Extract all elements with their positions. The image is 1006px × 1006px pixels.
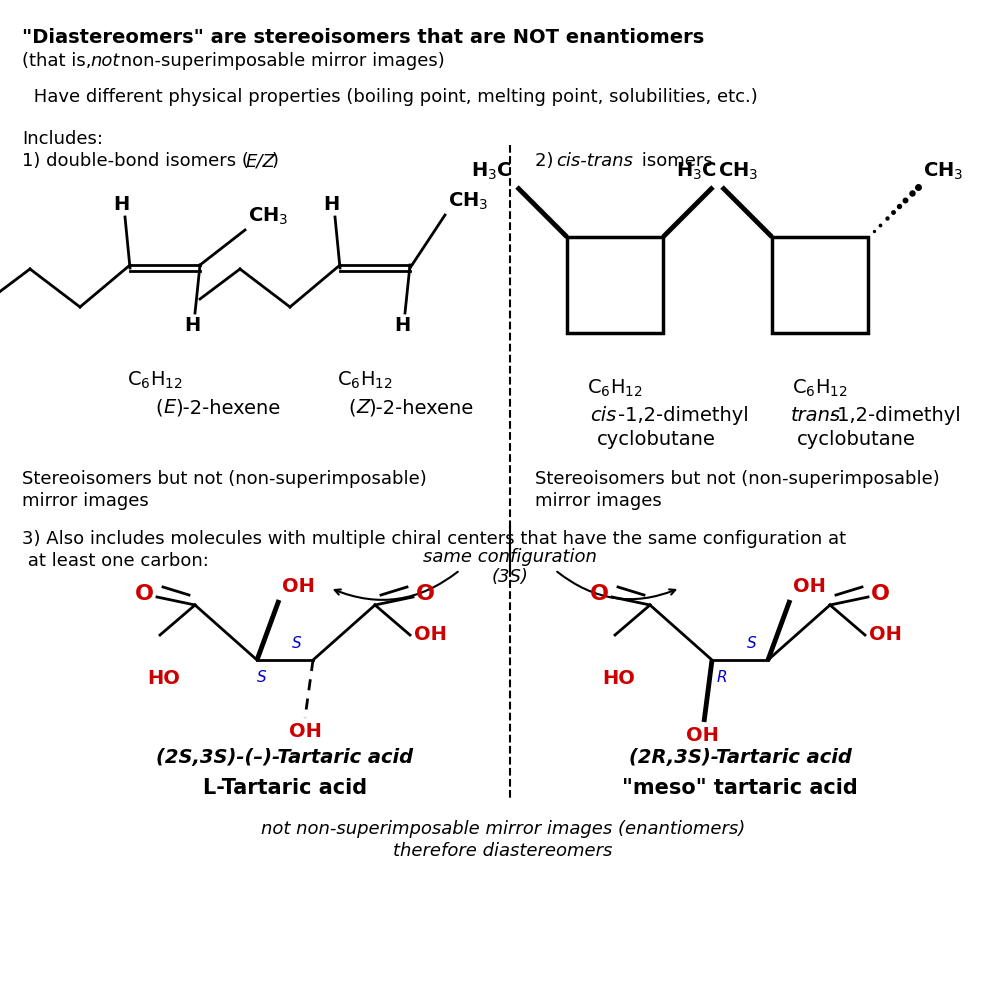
Text: cyclobutane: cyclobutane: [597, 430, 716, 449]
Text: E/Z: E/Z: [246, 152, 276, 170]
Text: ): ): [272, 152, 279, 170]
Text: "meso" tartaric acid: "meso" tartaric acid: [622, 778, 858, 798]
Text: H$_3$C: H$_3$C: [676, 161, 717, 182]
Text: (3S): (3S): [492, 568, 528, 586]
Text: OH: OH: [289, 722, 322, 741]
Text: (: (: [348, 398, 355, 417]
Text: -1,2-dimethyl: -1,2-dimethyl: [830, 406, 961, 425]
Text: S: S: [258, 671, 267, 685]
Text: O: O: [135, 584, 154, 604]
Text: C$_6$H$_{12}$: C$_6$H$_{12}$: [588, 378, 643, 399]
Text: OH: OH: [869, 626, 901, 645]
Text: Have different physical properties (boiling point, melting point, solubilities, : Have different physical properties (boil…: [28, 88, 758, 106]
Text: C$_6$H$_{12}$: C$_6$H$_{12}$: [792, 378, 848, 399]
Text: (2S,3S)-(–)-Tartaric acid: (2S,3S)-(–)-Tartaric acid: [157, 748, 413, 767]
Text: mirror images: mirror images: [535, 492, 662, 510]
Text: E: E: [163, 398, 175, 417]
Text: )-2-hexene: )-2-hexene: [368, 398, 473, 417]
Text: mirror images: mirror images: [22, 492, 149, 510]
Text: CH$_3$: CH$_3$: [718, 161, 759, 182]
Text: CH$_3$: CH$_3$: [448, 191, 488, 212]
Text: "Diastereomers" are stereoisomers that are NOT enantiomers: "Diastereomers" are stereoisomers that a…: [22, 28, 704, 47]
Text: OH: OH: [793, 577, 826, 596]
Text: trans: trans: [791, 406, 841, 425]
Text: R: R: [716, 671, 727, 685]
Text: -1,2-dimethyl: -1,2-dimethyl: [618, 406, 748, 425]
Text: 2): 2): [535, 152, 559, 170]
Text: O: O: [871, 584, 890, 604]
Text: cis: cis: [590, 406, 617, 425]
Text: not non-superimposable mirror images (enantiomers): not non-superimposable mirror images (en…: [261, 820, 745, 838]
Text: C$_6$H$_{12}$: C$_6$H$_{12}$: [127, 370, 183, 391]
Text: H: H: [113, 195, 129, 214]
Text: OH: OH: [685, 726, 718, 745]
Text: non-superimposable mirror images): non-superimposable mirror images): [115, 52, 445, 70]
Text: (: (: [155, 398, 163, 417]
Text: S: S: [292, 637, 302, 652]
Text: H: H: [394, 316, 410, 335]
Text: isomers: isomers: [636, 152, 712, 170]
Text: (that is,: (that is,: [22, 52, 98, 70]
Text: C$_6$H$_{12}$: C$_6$H$_{12}$: [337, 370, 393, 391]
Text: Includes:: Includes:: [22, 130, 103, 148]
Text: CH$_3$: CH$_3$: [248, 205, 289, 227]
Text: therefore diastereomers: therefore diastereomers: [393, 842, 613, 860]
Text: )-2-hexene: )-2-hexene: [175, 398, 281, 417]
Text: 1) double-bond isomers (: 1) double-bond isomers (: [22, 152, 248, 170]
Text: cyclobutane: cyclobutane: [797, 430, 915, 449]
Text: CH$_3$: CH$_3$: [923, 161, 964, 182]
Text: L-Tartaric acid: L-Tartaric acid: [203, 778, 367, 798]
Text: H: H: [323, 195, 339, 214]
Text: H$_3$C: H$_3$C: [471, 161, 512, 182]
Text: O: O: [590, 584, 609, 604]
Text: 3) Also includes molecules with multiple chiral centers that have the same confi: 3) Also includes molecules with multiple…: [22, 530, 846, 548]
Text: HO: HO: [602, 669, 635, 687]
Text: H: H: [184, 316, 200, 335]
Text: OH: OH: [282, 577, 315, 596]
Text: Z: Z: [356, 398, 369, 417]
Text: HO: HO: [147, 669, 180, 687]
Text: same configuration: same configuration: [424, 548, 597, 566]
Text: Stereoisomers but not (non-superimposable): Stereoisomers but not (non-superimposabl…: [535, 470, 940, 488]
Text: OH: OH: [414, 626, 447, 645]
Text: cis-trans: cis-trans: [556, 152, 633, 170]
Text: at least one carbon:: at least one carbon:: [22, 552, 209, 570]
Text: S: S: [747, 637, 757, 652]
Text: O: O: [416, 584, 435, 604]
Text: Stereoisomers but not (non-superimposable): Stereoisomers but not (non-superimposabl…: [22, 470, 427, 488]
Text: (2R,3S)-Tartaric acid: (2R,3S)-Tartaric acid: [629, 748, 851, 767]
Text: not: not: [90, 52, 120, 70]
